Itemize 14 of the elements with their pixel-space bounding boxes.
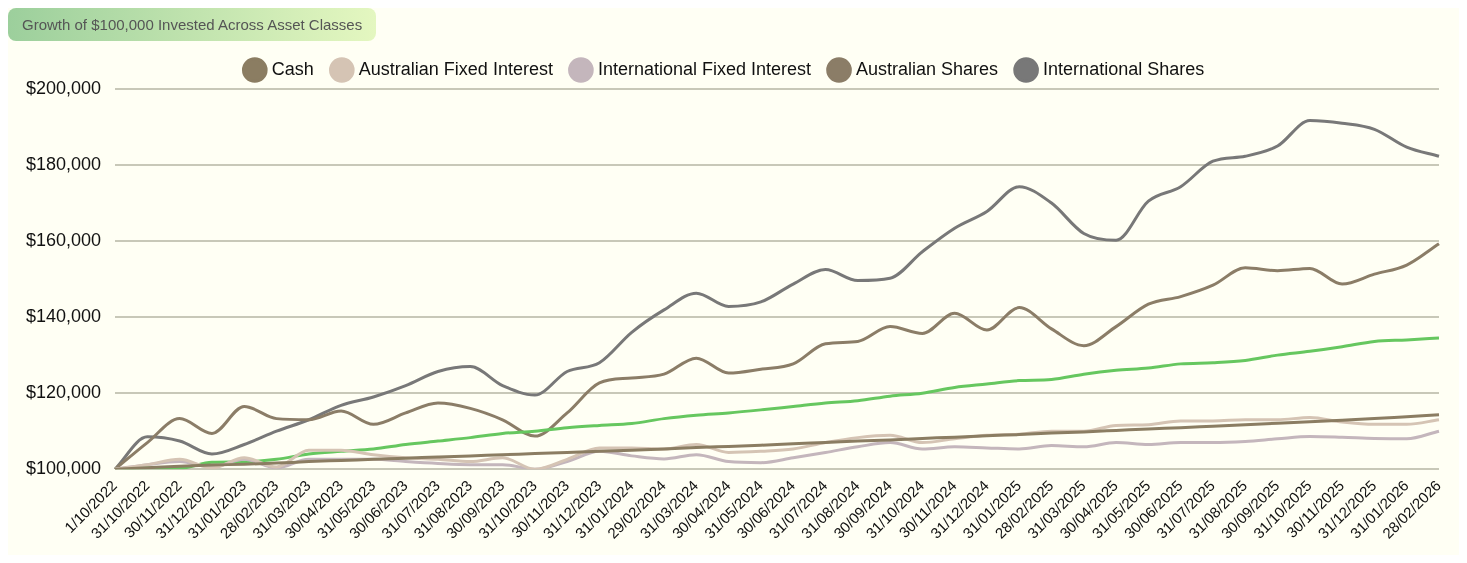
line-series: [113, 119, 1441, 470]
y-tick-label: $140,000: [26, 306, 102, 327]
y-tick-label: $180,000: [26, 154, 102, 175]
chart-title: Growth of $100,000 Invested Across Asset Classes: [8, 8, 377, 41]
legend-label: International Fixed Interest: [597, 58, 812, 79]
line-series: [113, 242, 1441, 470]
y-tick-label: $200,000: [26, 77, 102, 98]
legend-label: International Shares: [1043, 58, 1205, 79]
legend-label: Australian Fixed Interest: [358, 58, 553, 79]
y-tick-label: $160,000: [26, 230, 102, 251]
legend-label: Australian Shares: [856, 58, 999, 79]
legend-label: Cash: [271, 58, 314, 79]
y-tick-label: $120,000: [26, 382, 102, 403]
y-tick-label: $100,000: [26, 458, 102, 479]
